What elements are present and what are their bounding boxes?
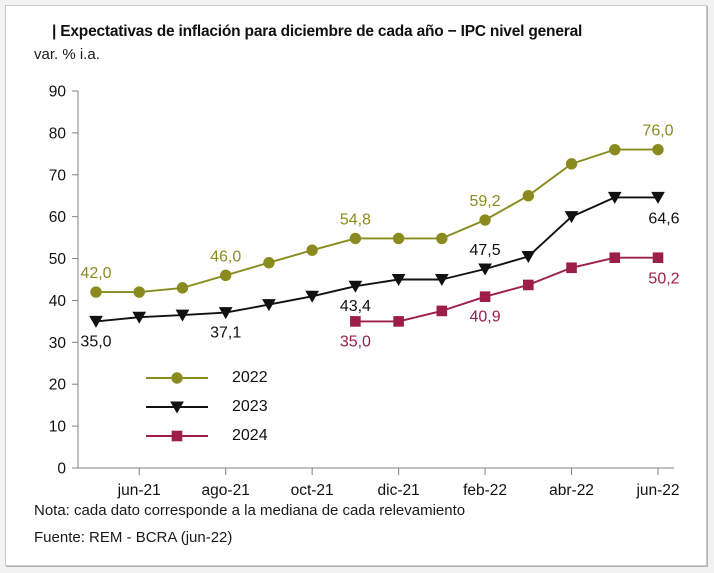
data-point-marker <box>565 158 578 170</box>
data-point-marker <box>392 232 405 245</box>
data-point-label: 43,4 <box>340 298 371 315</box>
series-2022 <box>90 143 664 298</box>
data-point-marker <box>219 269 232 282</box>
data-point-label: 50,2 <box>648 271 679 288</box>
x-axis-tick-label: oct-21 <box>291 482 334 499</box>
data-point-marker <box>566 262 577 274</box>
y-axis-tick-label: 40 <box>49 293 67 310</box>
data-point-marker <box>521 250 536 263</box>
data-point-marker <box>436 232 448 245</box>
data-point-marker <box>348 280 363 293</box>
chart-series-group <box>89 143 665 328</box>
data-point-marker <box>305 290 320 303</box>
chart-data-labels: 42,0 46,0 54,8 59,2 76,0 35,0 37,1 43,4 47,5 64,6… <box>80 123 679 351</box>
series-2024 <box>350 252 664 327</box>
data-point-marker <box>564 211 579 224</box>
x-axis-tick-label: jun-22 <box>635 482 679 499</box>
data-point-marker <box>479 291 491 302</box>
data-point-marker <box>171 372 183 384</box>
data-point-label: 54,8 <box>340 211 371 228</box>
data-point-marker <box>652 252 664 264</box>
data-point-marker <box>651 191 665 204</box>
y-axis-tick-label: 60 <box>49 209 67 226</box>
data-point-marker <box>89 315 103 328</box>
line-chart: 0 10 20 30 40 50 60 70 80 90 jun-21 ago-21 oct-21 dic… <box>49 84 680 500</box>
data-point-label: 59,2 <box>470 193 501 210</box>
page-title: | Expectativas de inflación para diciemb… <box>52 23 583 40</box>
legend-label-2022: 2022 <box>232 369 268 386</box>
x-axis-tick-label: feb-22 <box>463 482 507 499</box>
y-axis-tick-label: 70 <box>49 167 67 184</box>
y-axis-tick-label: 80 <box>49 125 67 142</box>
data-point-marker <box>523 279 534 291</box>
data-point-marker <box>522 190 535 202</box>
data-point-marker <box>171 430 183 442</box>
y-axis-tick-label: 30 <box>49 335 67 352</box>
data-point-label: 37,1 <box>210 325 241 342</box>
data-point-marker <box>607 191 622 204</box>
data-point-label: 76,0 <box>642 123 673 140</box>
data-point-marker <box>350 316 361 327</box>
chart-legend: 2022 2023 2024 <box>146 369 268 444</box>
data-point-marker <box>478 263 492 276</box>
x-axis-tick-label: abr-22 <box>549 482 594 499</box>
data-point-label: 64,6 <box>648 210 679 227</box>
chart-source: Fuente: REM - BCRA (jun-22) <box>34 529 233 546</box>
data-point-marker <box>90 286 102 298</box>
data-point-label: 35,0 <box>80 333 111 350</box>
x-axis-tick-label: jun-21 <box>117 482 161 499</box>
series-2023 <box>89 191 665 328</box>
data-point-marker <box>609 252 621 264</box>
data-point-marker <box>306 244 318 256</box>
y-axis-tick-label: 90 <box>49 84 67 101</box>
data-point-marker <box>170 401 184 414</box>
data-point-marker <box>436 305 448 317</box>
data-point-marker <box>652 143 664 156</box>
chart-plot-area: 0 10 20 30 40 50 60 70 80 90 jun-21 ago-21 oct-21 dic… <box>6 6 706 565</box>
y-axis-tick-label: 20 <box>49 377 67 394</box>
data-point-marker <box>479 214 491 226</box>
legend-label-2024: 2024 <box>232 427 268 444</box>
data-point-marker <box>133 286 145 298</box>
data-point-marker <box>263 257 275 269</box>
chart-panel: | Expectativas de inflación para diciemb… <box>5 5 707 566</box>
chart-subtitle: var. % i.a. <box>34 46 100 63</box>
x-axis-tick-label: ago-21 <box>202 482 250 499</box>
data-point-label: 47,5 <box>470 242 501 259</box>
x-axis-tick-label: dic-21 <box>378 482 420 499</box>
data-point-marker <box>349 232 362 245</box>
legend-label-2023: 2023 <box>232 398 268 415</box>
data-point-label: 42,0 <box>80 265 111 282</box>
data-point-label: 35,0 <box>340 333 371 350</box>
y-axis-tick-label: 50 <box>49 251 67 268</box>
y-axis-tick-label: 0 <box>57 461 66 478</box>
data-point-marker <box>434 274 449 287</box>
data-point-label: 40,9 <box>470 309 501 326</box>
data-point-marker <box>262 299 276 312</box>
data-point-marker <box>391 274 406 287</box>
data-point-marker <box>176 282 189 294</box>
data-point-marker <box>175 309 190 322</box>
chart-note: Nota: cada dato corresponde a la mediana… <box>34 502 466 519</box>
data-point-marker <box>218 307 233 320</box>
data-point-marker <box>609 143 621 156</box>
data-point-marker <box>393 316 404 327</box>
data-point-label: 46,0 <box>210 248 241 265</box>
chart-axes: 0 10 20 30 40 50 60 70 80 90 jun-21 ago-21 oct-21 dic… <box>49 84 680 500</box>
data-point-marker <box>132 311 147 324</box>
y-axis-tick-label: 10 <box>49 419 67 436</box>
